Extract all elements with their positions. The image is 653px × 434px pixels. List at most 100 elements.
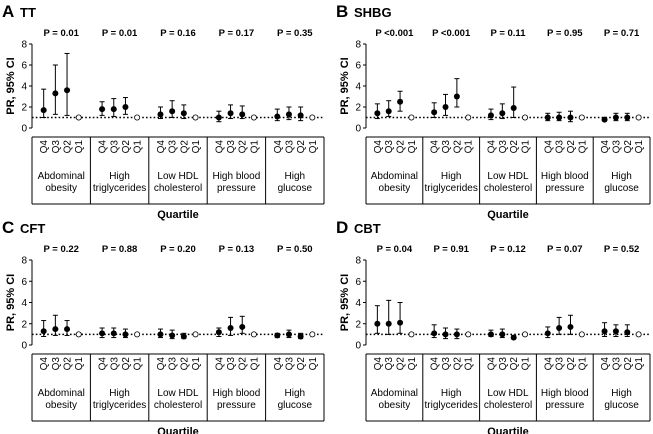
quartile-tick-label: Q1 <box>133 357 144 371</box>
estimate-point <box>544 330 551 337</box>
reference-point <box>134 331 141 338</box>
quartile-tick-label: Q3 <box>109 140 120 154</box>
reference-point <box>192 331 199 338</box>
quartile-tick-label: Q1 <box>634 140 645 154</box>
quartile-tick-label: Q1 <box>249 357 260 371</box>
quartile-tick-label: Q2 <box>396 140 407 154</box>
estimate-point <box>374 110 381 117</box>
quartile-tick-label: Q4 <box>39 140 50 154</box>
estimate-point <box>385 320 392 327</box>
y-tick-label: 6 <box>21 61 27 72</box>
quartile-tick-label: Q1 <box>74 140 85 154</box>
quartile-tick-label: Q3 <box>284 357 295 371</box>
group-label: glucose <box>278 400 313 411</box>
reference-point <box>250 331 257 338</box>
p-value-label: P = 0.50 <box>277 244 312 255</box>
estimate-point <box>499 331 506 338</box>
p-value-label: P = 0.91 <box>433 244 469 255</box>
y-axis-label: PR, 95% CI <box>5 57 17 114</box>
reference-point <box>408 114 415 121</box>
estimate-point <box>612 328 619 335</box>
group-label: High <box>611 388 632 399</box>
quartile-tick-label: Q4 <box>273 357 284 371</box>
group-label: High <box>611 171 632 182</box>
quartile-tick-label: Q1 <box>191 357 202 371</box>
p-value-label: P = 0.95 <box>547 28 583 39</box>
y-tick-label: 8 <box>21 256 27 267</box>
quartile-tick-label: Q1 <box>577 140 588 154</box>
estimate-point <box>601 116 608 123</box>
reference-point <box>522 331 529 338</box>
x-axis-title: Quartile <box>487 426 529 434</box>
estimate-point <box>510 105 517 112</box>
quartile-tick-label: Q3 <box>109 357 120 371</box>
estimate-point <box>624 329 631 336</box>
estimate-point <box>601 328 608 335</box>
p-value-label: P = 0.17 <box>219 28 254 39</box>
quartile-tick-label: Q2 <box>452 140 463 154</box>
group-label: obesity <box>45 400 77 411</box>
quartile-tick-label: Q4 <box>373 140 384 154</box>
group-label: High <box>285 388 306 399</box>
quartile-tick-label: Q1 <box>308 357 319 371</box>
reference-point <box>578 114 585 121</box>
estimate-point <box>499 110 506 117</box>
group-label: cholesterol <box>154 400 202 411</box>
estimate-point <box>40 328 47 335</box>
quartile-tick-label: Q3 <box>51 357 62 371</box>
quartile-tick-label: Q3 <box>168 357 179 371</box>
estimate-point <box>274 113 281 120</box>
quartile-tick-label: Q3 <box>384 140 395 154</box>
quartile-tick-label: Q2 <box>179 140 190 154</box>
quartile-tick-label: Q3 <box>226 357 237 371</box>
quartile-tick-label: Q2 <box>509 357 520 371</box>
quartile-tick-label: Q4 <box>214 357 225 371</box>
estimate-point <box>180 333 187 340</box>
estimate-point <box>215 114 222 121</box>
estimate-point <box>40 107 47 114</box>
reference-point <box>578 331 585 338</box>
quartile-tick-label: Q3 <box>555 140 566 154</box>
quartile-tick-label: Q4 <box>273 140 284 154</box>
y-tick-label: 8 <box>355 256 361 267</box>
quartile-tick-label: Q2 <box>452 357 463 371</box>
estimate-point <box>297 333 304 340</box>
estimate-point <box>99 106 106 113</box>
y-tick-label: 4 <box>355 82 361 93</box>
group-label: High <box>441 388 462 399</box>
group-label: pressure <box>217 400 256 411</box>
estimate-point <box>239 323 246 330</box>
quartile-tick-label: Q3 <box>51 140 62 154</box>
estimate-point <box>274 332 281 339</box>
group-label: High <box>441 171 462 182</box>
group-label: Abdominal <box>38 171 85 182</box>
p-value-label: P = 0.71 <box>604 28 640 39</box>
quartile-tick-label: Q3 <box>441 357 452 371</box>
estimate-point <box>64 87 71 94</box>
panel-letter: B <box>336 2 348 21</box>
group-label: cholesterol <box>484 183 532 194</box>
estimate-point <box>453 93 460 100</box>
x-axis-title: Quartile <box>157 426 199 434</box>
quartile-tick-label: Q3 <box>284 140 295 154</box>
quartile-tick-label: Q2 <box>121 140 132 154</box>
reference-point <box>75 331 82 338</box>
group-label: obesity <box>45 183 77 194</box>
estimate-point <box>544 114 551 121</box>
y-tick-label: 4 <box>21 82 27 93</box>
estimate-point <box>556 325 563 331</box>
estimate-point <box>487 112 494 119</box>
quartile-tick-label: Q2 <box>623 357 634 371</box>
estimate-point <box>397 98 404 105</box>
estimate-point <box>285 331 292 338</box>
reference-point <box>465 114 472 121</box>
estimate-point <box>397 319 404 326</box>
group-label: triglycerides <box>93 183 146 194</box>
group-label: glucose <box>604 183 639 194</box>
quartile-tick-label: Q4 <box>156 357 167 371</box>
estimate-point <box>442 331 449 338</box>
